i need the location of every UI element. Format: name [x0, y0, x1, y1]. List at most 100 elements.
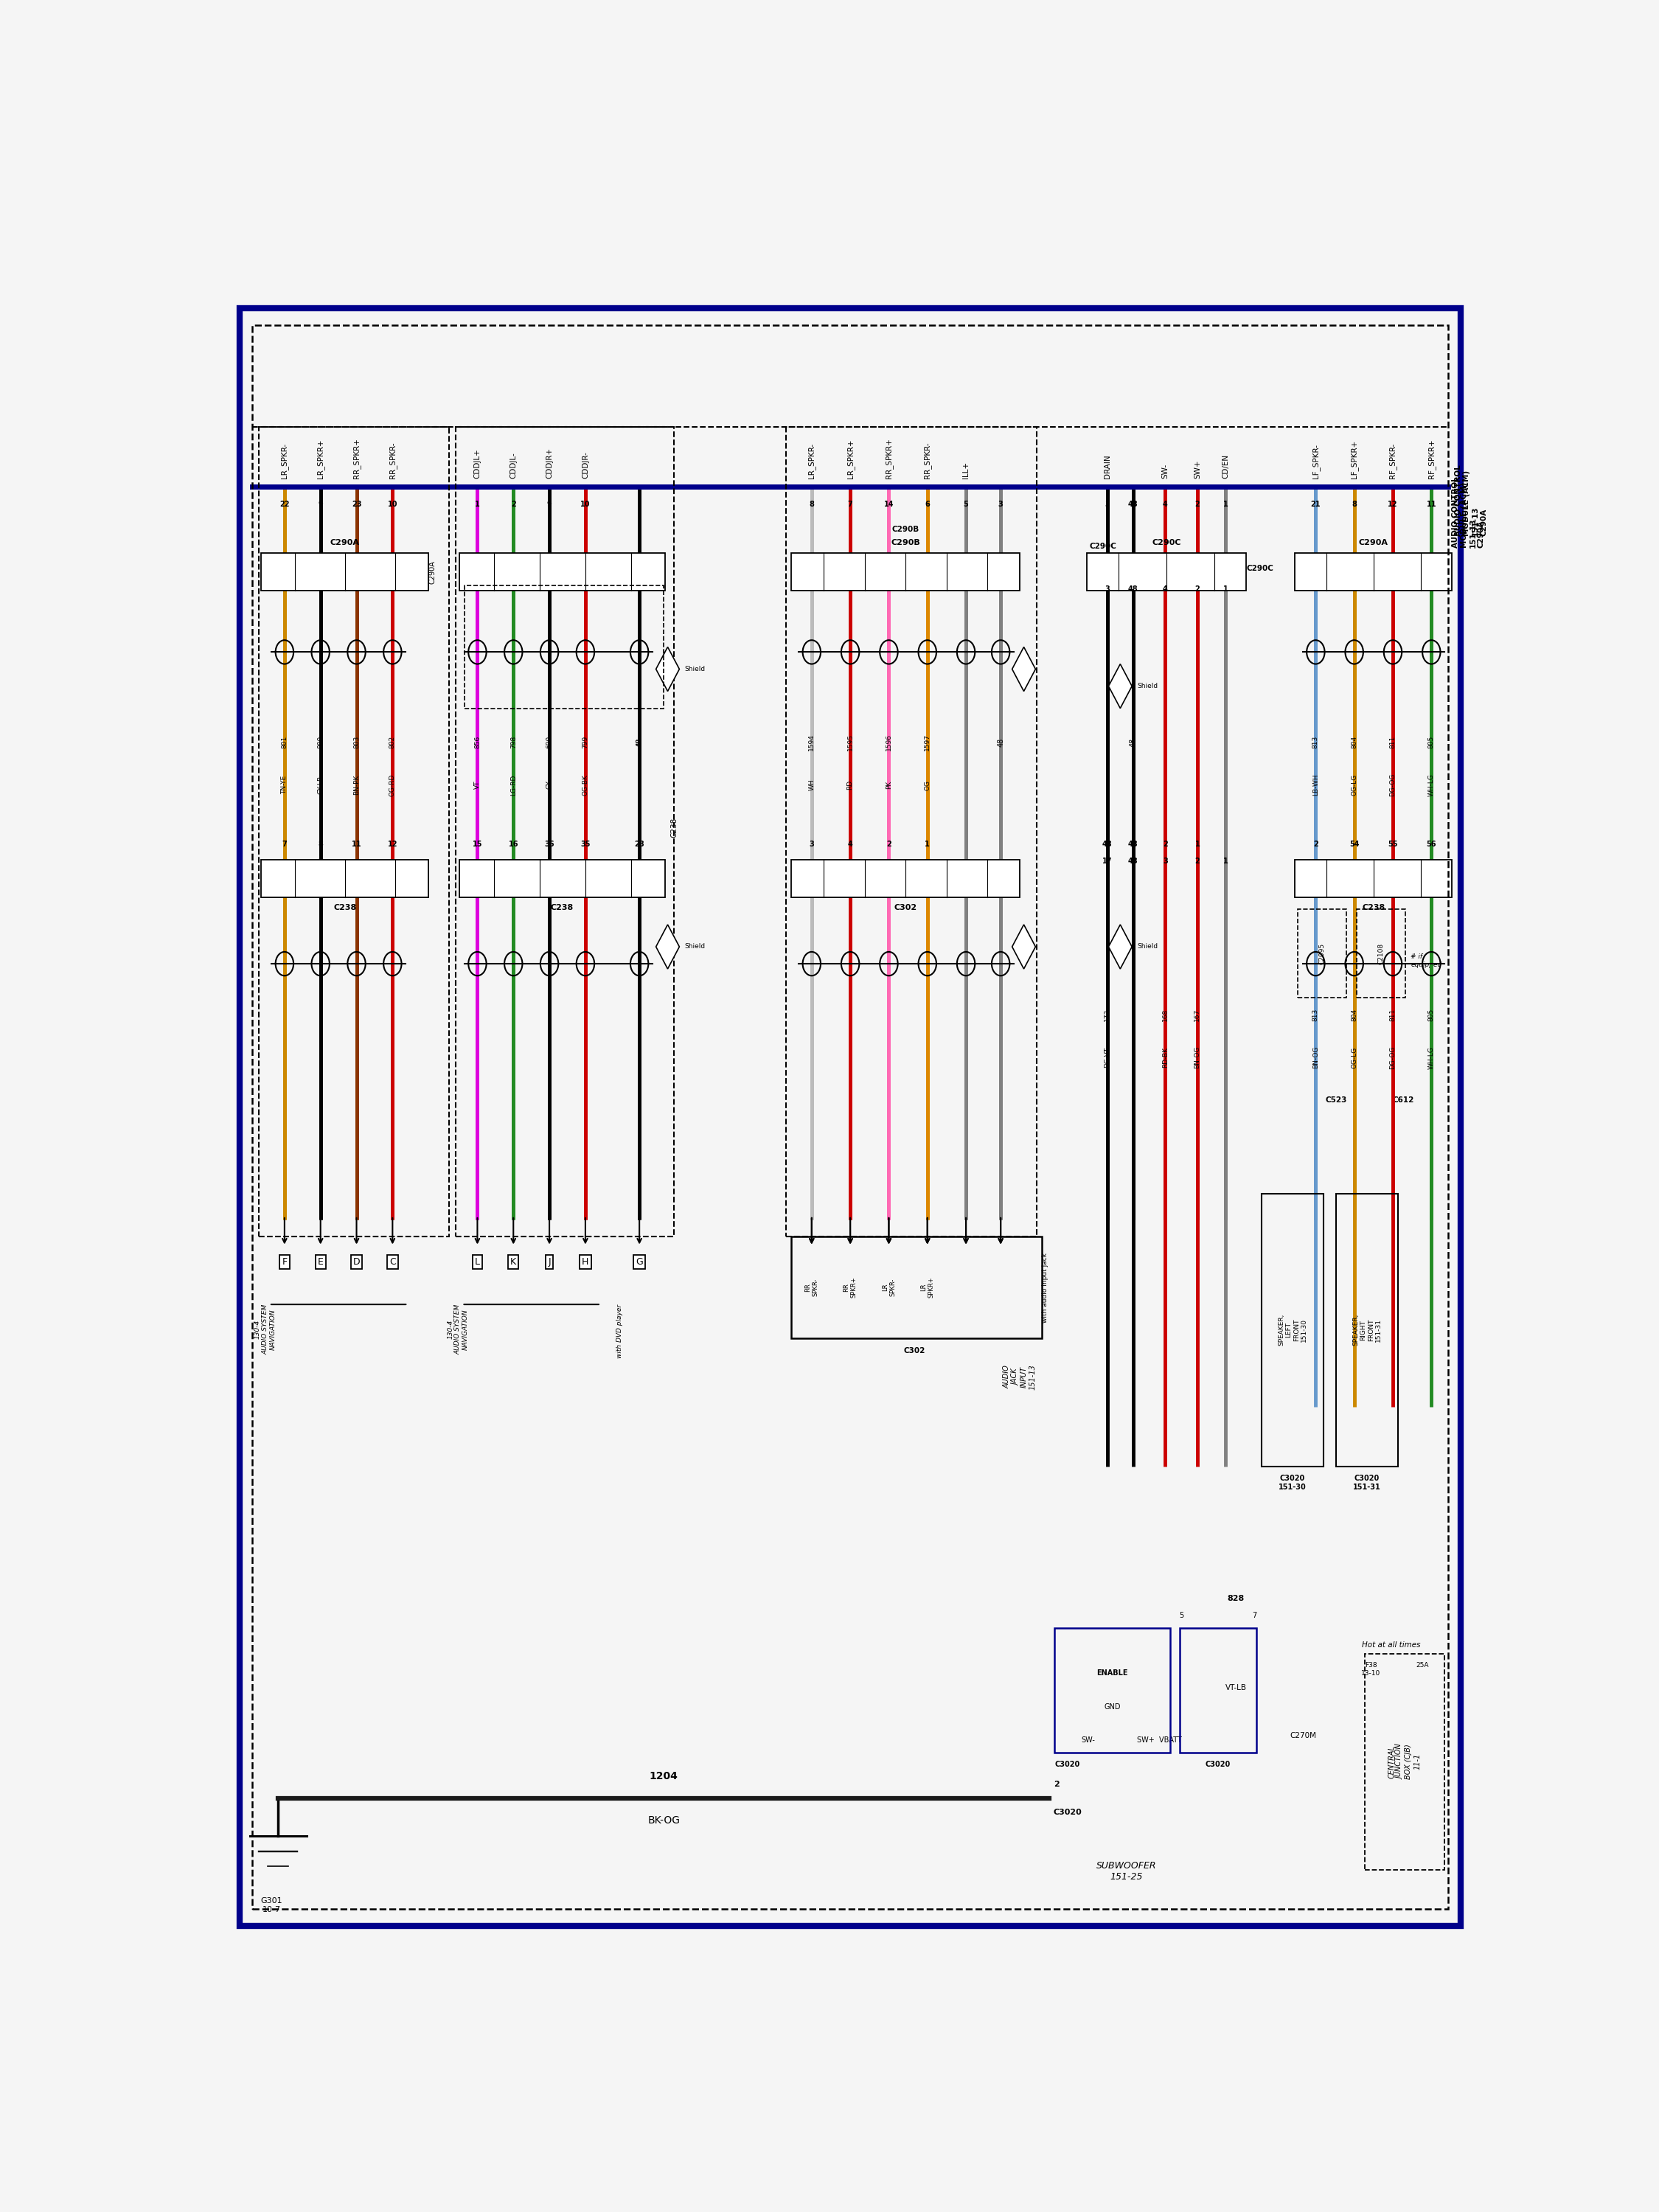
- Text: C612: C612: [1392, 1097, 1413, 1104]
- Text: 3: 3: [999, 500, 1004, 509]
- Text: RF_SPKR-: RF_SPKR-: [1389, 442, 1397, 478]
- Text: RR
SPKR+: RR SPKR+: [843, 1276, 858, 1298]
- Text: 1: 1: [1223, 586, 1228, 593]
- Bar: [1262, 1194, 1324, 1467]
- Text: 802: 802: [390, 737, 397, 748]
- Text: BN-OG: BN-OG: [1194, 1046, 1201, 1068]
- Text: 799: 799: [582, 737, 589, 748]
- Bar: [262, 553, 428, 591]
- Text: C302: C302: [894, 905, 917, 911]
- Text: SUBWOOFER
151-25: SUBWOOFER 151-25: [1097, 1860, 1156, 1882]
- Text: CDDJR-: CDDJR-: [582, 451, 589, 478]
- Text: C2108: C2108: [1379, 942, 1385, 964]
- Text: # if
equipped: # if equipped: [1410, 953, 1442, 969]
- Text: 7: 7: [1253, 1613, 1256, 1619]
- Text: LR_SPKR+: LR_SPKR+: [846, 438, 854, 478]
- Text: 173: 173: [1105, 1009, 1112, 1022]
- Text: 8: 8: [319, 841, 324, 847]
- Text: 1594: 1594: [808, 734, 815, 750]
- Text: C238: C238: [551, 905, 574, 911]
- Text: 4: 4: [1163, 586, 1168, 593]
- Text: LB-WH: LB-WH: [1312, 774, 1319, 796]
- Text: 2: 2: [511, 500, 516, 509]
- Text: 5: 5: [1180, 1613, 1185, 1619]
- Text: AUDIO CONTROL
MODULE (ACM)
151-13
C290A: AUDIO CONTROL MODULE (ACM) 151-13 C290A: [1452, 478, 1485, 549]
- Text: 811: 811: [1390, 737, 1397, 748]
- Text: 55: 55: [1389, 841, 1399, 847]
- Text: C270M: C270M: [1291, 1732, 1317, 1739]
- Text: 130-4
AUDIO SYSTEM
NAVIGATION: 130-4 AUDIO SYSTEM NAVIGATION: [254, 1305, 275, 1354]
- Text: 16: 16: [508, 841, 518, 847]
- Text: RF_SPKR+: RF_SPKR+: [1427, 438, 1435, 478]
- Text: 9: 9: [319, 500, 324, 509]
- Text: 7: 7: [282, 841, 287, 847]
- Text: LR_SPKR-: LR_SPKR-: [280, 442, 289, 478]
- Text: AUDIO CONTROL
MODULE (ACM)
151-13
C290A: AUDIO CONTROL MODULE (ACM) 151-13 C290A: [1455, 465, 1488, 535]
- Bar: [786, 427, 1037, 1237]
- Bar: [791, 860, 1020, 898]
- Text: GND: GND: [1105, 1703, 1121, 1710]
- Text: DG-OG: DG-OG: [1390, 1046, 1397, 1068]
- Bar: [460, 553, 665, 591]
- Text: PK: PK: [886, 781, 893, 790]
- Text: 48: 48: [1128, 500, 1138, 509]
- Text: RR_SPKR+: RR_SPKR+: [884, 438, 893, 478]
- Text: 856: 856: [474, 737, 481, 748]
- Text: 803: 803: [353, 737, 360, 748]
- Text: Hot at all times: Hot at all times: [1362, 1641, 1420, 1648]
- Text: 2: 2: [886, 841, 891, 847]
- Text: 4: 4: [1163, 500, 1168, 509]
- Text: 54: 54: [1349, 841, 1359, 847]
- Text: J: J: [547, 1256, 551, 1267]
- Text: VT: VT: [474, 781, 481, 790]
- Polygon shape: [1012, 646, 1035, 690]
- Text: 805: 805: [1428, 1009, 1435, 1022]
- Text: 48: 48: [1128, 586, 1138, 593]
- Text: 21: 21: [1311, 500, 1321, 509]
- Bar: [791, 553, 1020, 591]
- Text: ENABLE: ENABLE: [1097, 1670, 1128, 1677]
- Text: SPEAKER,
LEFT
FRONT
151-30: SPEAKER, LEFT FRONT 151-30: [1277, 1314, 1307, 1345]
- Text: C290C: C290C: [1151, 540, 1181, 546]
- Text: 2: 2: [1314, 841, 1319, 847]
- Text: BN-PK: BN-PK: [353, 774, 360, 794]
- Text: C3020
151-31: C3020 151-31: [1354, 1475, 1380, 1491]
- Text: WH-LG: WH-LG: [1428, 1046, 1435, 1068]
- Text: 8: 8: [1352, 500, 1357, 509]
- Text: LR
SPKR+: LR SPKR+: [921, 1276, 934, 1298]
- Text: C290B: C290B: [891, 540, 921, 546]
- Text: 1: 1: [926, 841, 929, 847]
- Text: 48: 48: [1130, 739, 1136, 748]
- Text: WH-LG: WH-LG: [1428, 774, 1435, 796]
- Text: C523: C523: [1326, 1097, 1347, 1104]
- Text: C2095: C2095: [1319, 942, 1326, 964]
- Text: 813: 813: [1312, 1009, 1319, 1022]
- Text: OG-RD: OG-RD: [390, 774, 397, 796]
- Polygon shape: [1108, 664, 1131, 708]
- Text: CD/EN: CD/EN: [1223, 453, 1229, 478]
- Text: 811: 811: [1390, 1009, 1397, 1022]
- Bar: [1297, 909, 1347, 998]
- Bar: [262, 860, 428, 898]
- Text: LF_SPKR+: LF_SPKR+: [1350, 440, 1359, 478]
- Text: C290A: C290A: [428, 560, 436, 584]
- Text: 168: 168: [1161, 1009, 1168, 1022]
- Text: 1: 1: [474, 500, 479, 509]
- Text: LG-RD: LG-RD: [509, 774, 516, 796]
- Text: 1: 1: [1223, 500, 1228, 509]
- Text: C3020
151-30: C3020 151-30: [1279, 1475, 1306, 1491]
- Text: 17: 17: [1102, 858, 1112, 865]
- Text: C290C: C290C: [1090, 542, 1117, 551]
- Text: C: C: [390, 1256, 397, 1267]
- Text: 3: 3: [810, 841, 815, 847]
- Text: 1595: 1595: [848, 734, 854, 750]
- Text: 4: 4: [848, 841, 853, 847]
- Text: WH: WH: [808, 779, 815, 790]
- Bar: [1296, 553, 1452, 591]
- Text: L: L: [474, 1256, 479, 1267]
- Text: 3: 3: [1163, 858, 1168, 865]
- Bar: [259, 427, 450, 1237]
- Text: 2: 2: [1194, 586, 1199, 593]
- Text: 5: 5: [964, 500, 969, 509]
- Text: GY: GY: [546, 781, 552, 790]
